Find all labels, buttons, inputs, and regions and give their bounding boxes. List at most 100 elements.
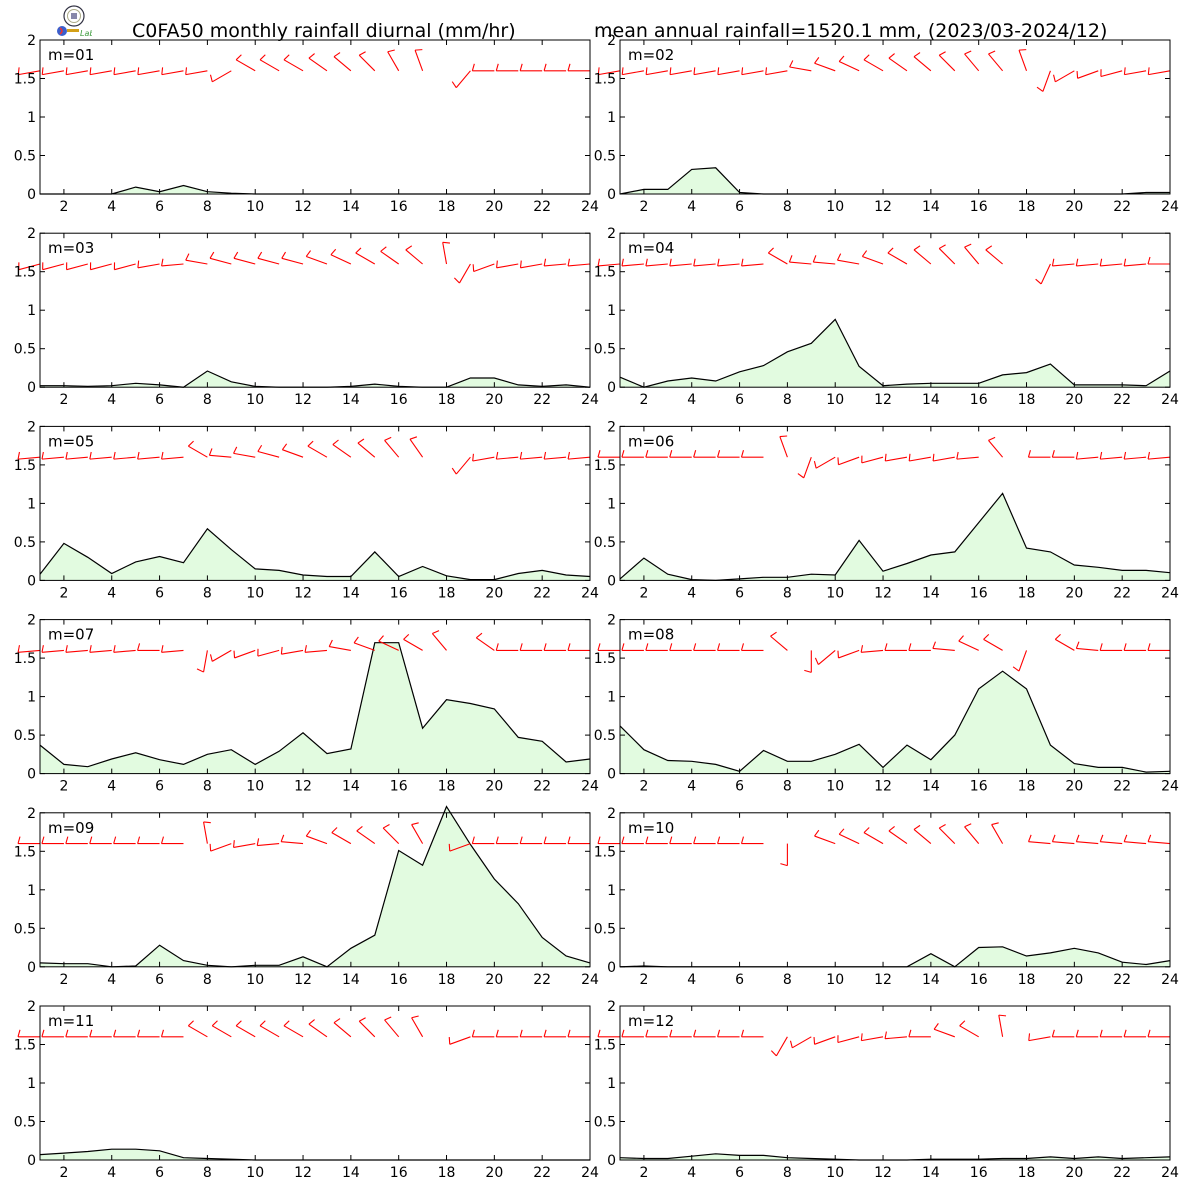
wind-barb-feather [932, 453, 935, 462]
month-label: m=08 [628, 626, 674, 644]
wind-barb-feather [1028, 834, 1032, 842]
wind-barb-feather [1018, 49, 1027, 51]
wind-barb-shaft [89, 456, 112, 460]
x-tick-label: 10 [826, 585, 844, 601]
wind-barb-feather [41, 836, 45, 844]
wind-barb-feather [740, 836, 745, 844]
y-tick-label: 2 [27, 613, 36, 629]
wind-barb-feather [1099, 834, 1104, 842]
wind-barb-shaft [913, 56, 932, 72]
wind-barb-feather [187, 440, 194, 447]
wind-barb-shaft [646, 70, 668, 76]
wind-barb-feather [860, 1033, 863, 1041]
wind-barb-feather [415, 49, 423, 51]
x-tick-label: 4 [687, 779, 696, 795]
wind-barb-feather [1123, 451, 1127, 460]
wind-barb-shaft [669, 70, 692, 76]
wind-barb-shaft [814, 62, 836, 72]
wind-barb-feather [283, 54, 290, 61]
panel-frame [619, 1005, 1171, 1161]
wind-barb-feather [281, 251, 287, 259]
wind-barb-feather [256, 838, 260, 846]
wind-barb-feather [203, 821, 211, 824]
wind-barb-feather [495, 451, 499, 460]
x-tick-label: 24 [581, 1165, 599, 1181]
x-tick-label: 6 [735, 199, 744, 215]
y-tick-label: 0.5 [594, 149, 616, 165]
x-tick-label: 16 [970, 585, 988, 601]
wind-barb-feather [645, 258, 648, 267]
wind-barb-shaft [203, 821, 208, 844]
wind-barb-shaft [669, 263, 692, 267]
x-tick-label: 10 [826, 392, 844, 408]
wind-barb-feather [797, 473, 805, 479]
x-tick-label: 24 [1161, 972, 1179, 988]
y-tick-label: 2 [607, 613, 616, 629]
x-tick-label: 16 [390, 1165, 408, 1181]
wind-barb-feather [779, 435, 788, 438]
wind-barb-feather [543, 451, 547, 460]
wind-barb-feather [988, 436, 996, 441]
wind-barb-shaft [387, 51, 400, 72]
wind-barb-feather [933, 1023, 939, 1030]
x-tick-label: 2 [639, 199, 648, 215]
wind-barb-feather [41, 67, 44, 75]
x-tick-label: 2 [59, 392, 68, 408]
x-tick-label: 4 [107, 1165, 116, 1181]
wind-barb-shaft [1055, 638, 1075, 651]
rainfall-area [40, 528, 590, 581]
wind-barb-shaft [304, 649, 328, 653]
wind-barb-shaft [568, 456, 591, 460]
x-tick-label: 20 [485, 199, 503, 215]
x-tick-label: 20 [1065, 199, 1083, 215]
wind-barb-shaft [384, 1019, 400, 1038]
wind-barb-feather [113, 645, 116, 653]
panel-frame [619, 425, 1171, 581]
wind-barb-shaft [741, 263, 764, 267]
wind-barb-shaft [233, 452, 256, 458]
x-tick-label: 4 [107, 972, 116, 988]
wind-barb-feather [358, 51, 366, 56]
wind-barb-feather [209, 251, 215, 259]
wind-barb-feather [741, 67, 744, 75]
wind-barb-shaft [233, 257, 256, 265]
wind-barb-feather [1147, 643, 1151, 651]
wind-barb-shaft [938, 827, 956, 844]
y-tick-label: 1.5 [14, 1038, 36, 1054]
month-label: m=07 [48, 626, 94, 644]
wind-barb-feather [448, 1037, 451, 1045]
wind-barb-shaft [988, 439, 1004, 458]
x-tick-label: 24 [581, 972, 599, 988]
wind-barb-feather [908, 643, 912, 651]
wind-barb-shaft [1100, 841, 1123, 845]
wind-barb-feather [717, 450, 721, 458]
x-tick-label: 8 [783, 1165, 792, 1181]
wind-barb-feather [860, 645, 864, 653]
y-tick-label: 2 [27, 806, 36, 822]
wind-barb-shaft [188, 445, 208, 458]
wind-barb-shaft [203, 650, 208, 673]
wind-barb-shaft [235, 59, 256, 72]
x-tick-label: 24 [1161, 392, 1179, 408]
wind-barb-shaft [257, 257, 280, 265]
wind-barb-feather [788, 255, 793, 263]
wind-barb-feather [471, 63, 475, 71]
wind-barb-shaft [358, 54, 376, 72]
wind-barb-feather [65, 645, 68, 653]
wind-barb-feather [543, 643, 547, 651]
wind-barb-shaft [1055, 70, 1075, 83]
wind-barb-feather [208, 448, 213, 456]
y-tick-label: 1.5 [594, 72, 616, 88]
wind-barb-shaft [455, 456, 471, 475]
y-tick-label: 1 [607, 303, 616, 319]
wind-barb-feather [211, 1020, 218, 1027]
wind-barb-feather [519, 451, 523, 460]
wind-barb-feather [621, 67, 624, 75]
wind-barb-feather [113, 67, 116, 75]
wind-barb-feather [519, 1029, 523, 1037]
wind-barb-feather [495, 1029, 499, 1037]
wind-barb-shaft [211, 70, 232, 83]
